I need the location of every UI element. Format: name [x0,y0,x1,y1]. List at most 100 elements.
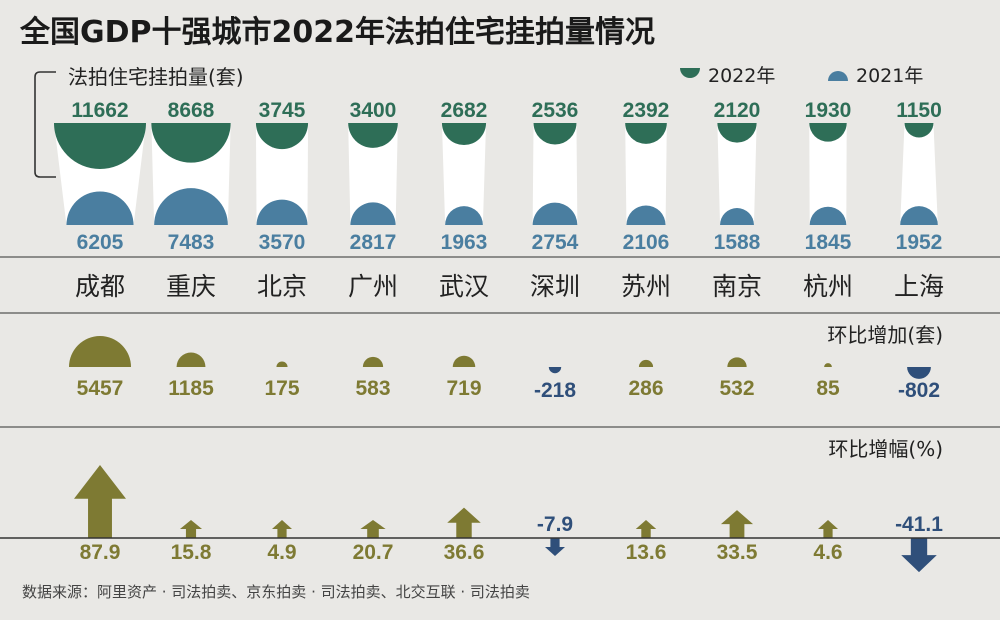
increase-bar [276,361,288,367]
connector-band [809,123,847,225]
growth-label: -41.1 [895,513,943,536]
connector-band [255,123,309,225]
growth-arrow-up [360,520,386,538]
data-source: 数据来源：阿里资产 · 司法拍卖、京东拍卖 · 司法拍卖、北交互联 · 司法拍卖 [22,583,530,601]
bar-2021 [350,202,396,225]
growth-arrow-up [720,510,754,538]
city-label: 南京 [712,272,762,301]
growth-arrow-down [901,538,937,573]
bar-2022 [348,123,398,148]
increase-label: 719 [446,377,481,400]
decrease-bar [548,367,562,374]
bar-2021 [445,206,483,225]
city-labels: 成都 重庆 北京 广州 武汉 深圳 苏州 南京 杭州 上海 [75,272,944,301]
city-label: 杭州 [803,272,853,301]
bar-2022 [717,123,757,143]
data-label-2022: 2536 [532,99,579,122]
growth-label: 15.8 [171,541,212,564]
growth-label: -7.9 [537,513,573,536]
bar-2021 [256,199,308,225]
increase-label: 175 [264,377,299,400]
growth-label: 4.9 [267,541,296,564]
bar-2021 [66,191,134,225]
decrease-bar [907,367,931,379]
bar-2022 [54,123,146,169]
legend-swatch-2022 [680,68,700,78]
data-label-2022: 1930 [805,99,852,122]
bar-2021 [532,202,578,225]
increase-chart: 5457 1185 175 583 719 -218 286 532 85 -802 [69,336,940,402]
legend-label-2021: 2021年 [856,65,923,87]
growth-label: 36.6 [444,541,485,564]
bar-2022 [533,123,577,145]
growth-arrow-up [447,507,481,538]
data-label-2021: 2106 [623,231,670,254]
city-label: 深圳 [530,272,580,301]
bar-2021 [900,206,938,225]
volume-axis-label: 法拍住宅挂拍量(套) [68,65,244,89]
city-label: 上海 [894,272,944,301]
data-label-2021: 6205 [77,231,124,254]
data-label-2022: 8668 [168,99,215,122]
bar-2022 [441,123,487,146]
volume-chart: 11662 6205 8668 7483 3745 3570 3400 2817 2682 196… [54,99,942,254]
connector-band [625,123,667,225]
growth-label: 20.7 [353,541,394,564]
growth-label: 4.6 [813,541,842,564]
bar-2022 [625,123,667,144]
city-label: 重庆 [166,272,216,301]
data-label-2021: 2754 [532,231,579,254]
increase-label: -802 [898,379,940,402]
increase-label: 1185 [168,377,214,400]
data-label-2021: 1952 [896,231,943,254]
data-label-2021: 1588 [714,231,761,254]
growth-axis-label: 环比增幅(%) [828,437,943,461]
growth-label: 33.5 [717,541,758,564]
panel-bracket [34,71,56,178]
growth-chart: 87.9 15.8 4.9 20.7 36.6 -7.9 13.6 33.5 4.6 -41.1 [74,465,943,573]
connector-band [441,123,487,225]
increase-bar [69,336,131,367]
growth-label: 87.9 [80,541,121,564]
data-label-2021: 7483 [168,231,215,254]
bar-2021 [720,208,754,225]
connector-band [348,123,398,225]
increase-label: -218 [534,379,576,402]
increase-axis-label: 环比增加(套) [827,323,943,347]
increase-bar [176,352,206,367]
bar-2021 [809,206,847,225]
growth-arrow-up [635,520,657,538]
legend: 2022年 2021年 [680,65,923,87]
city-label: 武汉 [439,272,489,301]
data-label-2022: 3745 [259,99,306,122]
increase-bar [638,359,654,367]
growth-arrow-up [272,520,292,538]
increase-bar [824,363,832,367]
legend-swatch-2021 [828,71,848,81]
data-label-2021: 1845 [805,231,852,254]
data-label-2022: 1150 [896,99,942,122]
data-label-2022: 2682 [441,99,488,122]
bar-2021 [626,205,666,225]
growth-arrow-up [818,520,838,538]
increase-label: 532 [719,377,754,400]
connector-band [532,123,578,225]
increase-bar [452,355,476,367]
bar-2021 [154,188,228,225]
growth-label: 13.6 [626,541,667,564]
growth-arrow-up [74,465,126,538]
data-label-2021: 2817 [350,231,397,254]
increase-label: 286 [628,377,663,400]
bar-2022 [255,123,309,150]
data-label-2022: 2120 [714,99,761,122]
growth-arrow-down [545,538,565,556]
increase-bar [727,357,747,367]
increase-bar [362,356,384,367]
increase-label: 583 [355,377,390,400]
legend-label-2022: 2022年 [708,65,775,87]
page-title: 全国GDP十强城市2022年法拍住宅挂拍量情况 [19,15,655,50]
data-label-2022: 2392 [623,99,670,122]
city-label: 北京 [257,272,307,301]
